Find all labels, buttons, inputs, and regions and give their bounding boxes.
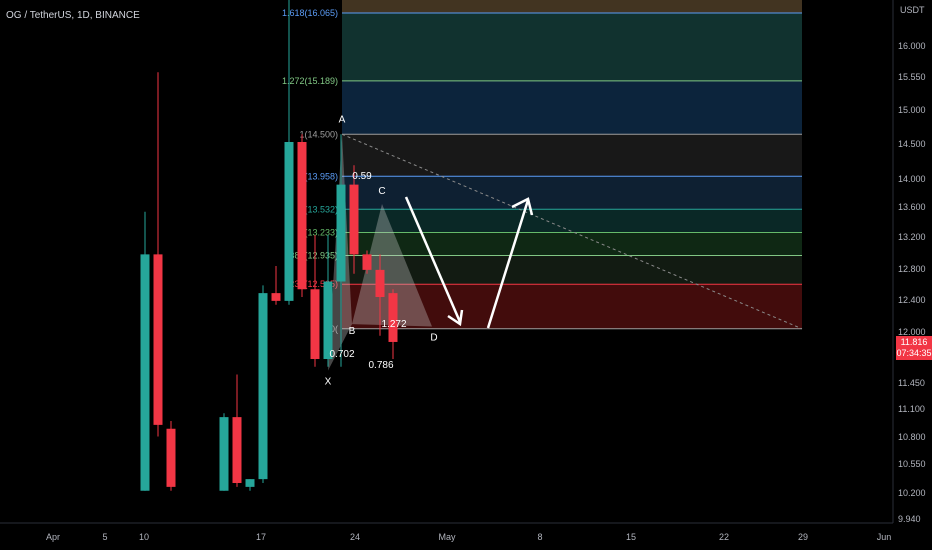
candle-body <box>245 479 255 487</box>
pattern-point-A: A <box>339 114 346 125</box>
fib-zone-8 <box>342 284 802 329</box>
fib-label-0: 1.618(16.065) <box>282 8 338 18</box>
up-arrow-line <box>486 199 530 329</box>
y-tick: 11.100 <box>898 404 925 414</box>
pattern-point-C: C <box>378 186 385 197</box>
x-tick: 10 <box>139 532 149 542</box>
fib-zone-7 <box>342 255 802 285</box>
candle-body <box>219 417 229 491</box>
pattern-ratio: 0.702 <box>329 349 354 360</box>
fib-zone-3 <box>342 134 802 177</box>
fib-label-2: 1(14.500) <box>299 129 338 139</box>
x-tick: May <box>438 532 456 542</box>
pattern-point-B: B <box>349 326 356 337</box>
y-tick: 12.000 <box>898 327 926 337</box>
y-tick: 12.400 <box>898 295 926 305</box>
pattern-ratio: 0.786 <box>368 360 393 371</box>
fib-zone-4 <box>342 176 802 210</box>
candle-body <box>153 254 163 425</box>
dashed-trendline <box>341 133 803 330</box>
current-price-badge: 11.816 07:34:35 <box>896 336 932 361</box>
x-tick: 17 <box>256 532 266 542</box>
y-tick: 15.000 <box>898 105 926 115</box>
y-tick: 14.000 <box>898 174 926 184</box>
candle-body <box>232 417 242 483</box>
pattern-triangle-bcd <box>352 204 432 327</box>
fib-label-6: 382(12.935) <box>289 251 338 261</box>
bar-countdown: 07:34:35 <box>896 348 932 359</box>
price-axis-unit: USDT <box>900 5 925 15</box>
y-tick: 13.600 <box>898 202 926 212</box>
y-tick: 16.000 <box>898 41 926 51</box>
y-tick: 13.200 <box>898 232 926 242</box>
pattern-point-X: X <box>325 377 332 388</box>
y-tick: 9.940 <box>898 514 921 524</box>
x-tick: 29 <box>798 532 808 542</box>
x-tick: 24 <box>350 532 360 542</box>
x-tick: 8 <box>537 532 542 542</box>
x-tick: 22 <box>719 532 729 542</box>
candle-body <box>297 142 307 290</box>
y-tick: 11.450 <box>898 378 925 388</box>
fib-label-1: 1.272(15.189) <box>282 76 338 86</box>
candle-body <box>349 184 359 255</box>
fib-zone-0 <box>342 0 802 13</box>
fib-zone-1 <box>342 12 802 81</box>
y-tick: 10.550 <box>898 459 926 469</box>
pattern-ratio: 0.59 <box>352 171 372 182</box>
up-arrow-head <box>511 197 534 216</box>
fib-zone-2 <box>342 80 802 135</box>
candle-body <box>140 254 150 491</box>
x-tick: Jun <box>877 532 892 542</box>
fib-label-4: (13.532) <box>304 204 338 214</box>
fib-label-3: (13.958) <box>304 171 338 181</box>
candle-body <box>258 293 268 480</box>
y-tick: 10.200 <box>898 488 926 498</box>
down-arrow-line <box>404 196 462 323</box>
chart-title: OG / TetherUS, 1D, BINANCE <box>6 10 140 21</box>
candle-body <box>271 293 281 301</box>
candle-body <box>323 281 333 359</box>
candle-body <box>336 184 346 282</box>
fib-label-7: 236(12.565) <box>289 279 338 289</box>
y-tick: 10.800 <box>898 432 926 442</box>
fib-label-5: (13.233) <box>304 227 338 237</box>
price-axis-bg <box>893 0 932 550</box>
x-tick: 15 <box>626 532 636 542</box>
pattern-point-D: D <box>430 332 437 343</box>
y-tick: 15.550 <box>898 72 926 82</box>
candle-body <box>166 428 176 487</box>
candle-body <box>388 293 398 342</box>
candle-body <box>362 254 372 270</box>
candle-body <box>375 269 385 297</box>
y-tick: 14.500 <box>898 139 926 149</box>
candle-body <box>310 289 320 359</box>
current-price: 11.816 <box>900 337 928 348</box>
fib-zone-5 <box>342 209 802 233</box>
down-arrow-head <box>447 309 464 327</box>
fib-zone-6 <box>342 232 802 256</box>
x-tick: Apr <box>46 532 60 542</box>
y-tick: 12.800 <box>898 264 926 274</box>
candle-body <box>284 142 294 301</box>
x-tick: 5 <box>102 532 107 542</box>
pattern-ratio: 1.272 <box>381 319 406 330</box>
fib-label-8: 0( <box>330 324 338 334</box>
